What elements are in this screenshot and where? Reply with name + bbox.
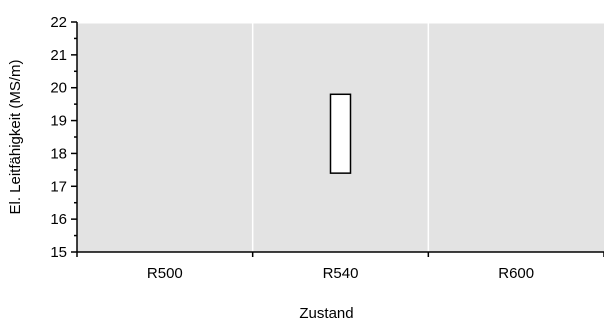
y-tick-label: 17 <box>50 178 67 195</box>
x-tick-label: R540 <box>323 265 359 282</box>
x-axis-title: Zustand <box>299 305 353 322</box>
y-tick-label: 18 <box>50 145 67 162</box>
y-axis-title: El. Leitfähigkeit (MS/m) <box>7 59 24 214</box>
range-bars <box>329 93 352 174</box>
y-tick-label: 22 <box>50 14 67 31</box>
tick-labels: 15 16 17 18 19 20 21 22 R500 R540 R600 <box>50 14 534 282</box>
range-bar-r540 <box>329 93 352 174</box>
x-tick-label: R500 <box>147 265 183 282</box>
x-tick-label: R600 <box>498 265 534 282</box>
y-tick-label: 15 <box>50 244 67 261</box>
axes <box>71 21 604 257</box>
y-tick-label: 21 <box>50 47 67 64</box>
gridlines <box>77 21 604 252</box>
y-tick-label: 20 <box>50 80 67 97</box>
y-tick-label: 19 <box>50 113 67 130</box>
y-tick-label: 16 <box>50 211 67 228</box>
